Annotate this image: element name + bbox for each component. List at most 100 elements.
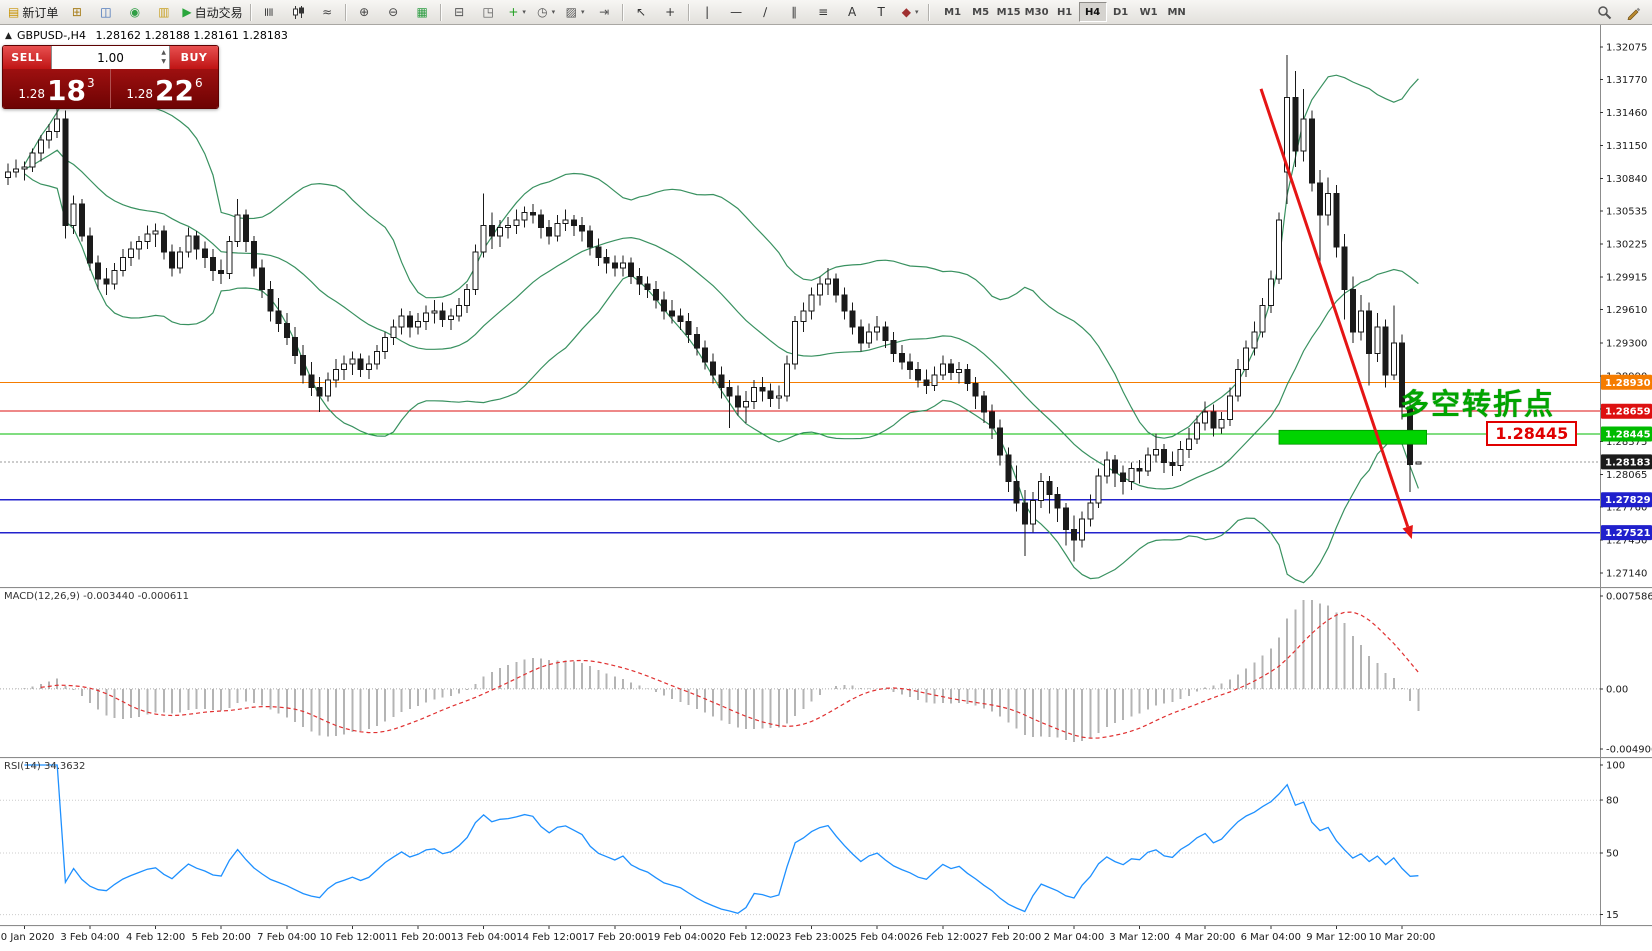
- horizontal-line-icon-glyph: —: [730, 5, 743, 19]
- buy-button[interactable]: BUY: [170, 46, 218, 69]
- auto-trading-button[interactable]: ▶ 自动交易: [178, 1, 246, 23]
- grid-icon[interactable]: ▦: [408, 1, 437, 23]
- price-tick-label: 1.29915: [1606, 273, 1647, 284]
- price-tick-label: 1.29300: [1606, 338, 1647, 349]
- trade-panel-toggle-icon[interactable]: ▲: [5, 31, 12, 41]
- zoom-in-icon[interactable]: ⊕: [350, 1, 379, 23]
- arrows-icon-glyph: ◆: [901, 5, 911, 19]
- chart-window-icon[interactable]: ⊞: [62, 1, 91, 23]
- profile-icon[interactable]: ◫: [91, 1, 120, 23]
- time-tick-label: 23 Feb 23:00: [779, 932, 845, 943]
- price-axis[interactable]: 1.32075 1.31770 1.31460 1.31150 1.30840 1.305…: [1600, 42, 1652, 921]
- macd-indicator-label: MACD(12,26,9) -0.003440 -0.000611: [4, 591, 189, 602]
- crosshair-icon[interactable]: +: [656, 1, 685, 23]
- sell-price-area[interactable]: 1.28 18 3: [3, 69, 111, 108]
- chevron-down-icon: ▾: [914, 8, 919, 16]
- price-tick-label: 1.27450: [1606, 536, 1647, 547]
- cascade-windows-icon[interactable]: ◳: [474, 1, 503, 23]
- bollinger-bands: [23, 74, 1419, 584]
- blue-level-badge-text: 1.27829: [1605, 495, 1651, 506]
- channel-icon[interactable]: ∥: [780, 1, 809, 23]
- time-tick-label: 13 Feb 04:00: [451, 932, 517, 943]
- timeframe-group: M1 M5 M15 M30 H1 H4 D1 W1 MN: [939, 2, 1191, 22]
- rsi-line: [24, 764, 1419, 915]
- current-price-badge-text: 1.28183: [1605, 457, 1651, 468]
- blue-level-badge: [1601, 492, 1652, 508]
- bar-chart-icon[interactable]: ≣: [255, 1, 284, 23]
- symbol-period-label: GBPUSD-,H4: [17, 29, 86, 42]
- templates-icon-glyph: ▨: [565, 5, 578, 19]
- price-tick-label: 1.27140: [1606, 569, 1647, 580]
- volume-input[interactable]: [68, 49, 153, 66]
- timeframe-button-m1[interactable]: M1: [944, 6, 962, 18]
- fibonacci-icon[interactable]: ≡: [809, 1, 838, 23]
- timeframe-button-w1[interactable]: W1: [1139, 6, 1158, 18]
- price-tick-label: 1.30225: [1606, 240, 1647, 251]
- buy-price-area[interactable]: 1.28 22 6: [111, 69, 218, 108]
- search-icon[interactable]: [1590, 1, 1619, 23]
- bid-big-digits: 18: [47, 74, 87, 107]
- candlestick-chart-icon[interactable]: [284, 1, 313, 23]
- price-tick-label: 1.27760: [1606, 503, 1647, 514]
- text-icon[interactable]: A: [838, 1, 867, 23]
- symbol-header: GBPUSD-,H4 1.28162 1.28188 1.28161 1.281…: [17, 29, 288, 42]
- time-tick-label: 4 Mar 20:00: [1175, 932, 1235, 943]
- bid-prefix: 1.28: [18, 87, 46, 101]
- new-chart-icon[interactable]: + ▾: [503, 1, 532, 23]
- channel-icon-glyph: ∥: [791, 5, 798, 19]
- chevron-down-icon: ▾: [551, 8, 556, 16]
- zoom-out-icon[interactable]: ⊖: [379, 1, 408, 23]
- text-label-icon-glyph: T: [877, 5, 885, 19]
- timeframe-button-m15[interactable]: M15: [996, 6, 1021, 18]
- trendline-icon[interactable]: ∕: [751, 1, 780, 23]
- time-tick-label: 19 Feb 04:00: [648, 932, 714, 943]
- tile-windows-icon[interactable]: ⊟: [445, 1, 474, 23]
- new-order-button[interactable]: ▤ 新订单: [4, 1, 62, 23]
- trend-arrow-object[interactable]: [1259, 88, 1413, 540]
- chart-shift-icon[interactable]: ⇥: [590, 1, 619, 23]
- timeframe-button-m5[interactable]: M5: [972, 6, 990, 18]
- toolbar-separator: [344, 3, 347, 21]
- timeframe-button-mn[interactable]: MN: [1167, 6, 1186, 18]
- horizontal-line-icon[interactable]: —: [722, 1, 751, 23]
- time-tick-label: 27 Feb 20:00: [976, 932, 1042, 943]
- text-label-icon[interactable]: T: [867, 1, 896, 23]
- line-chart-icon-glyph: ≈: [322, 5, 333, 19]
- volume-down-icon[interactable]: ▼: [161, 58, 166, 65]
- candlesticks: [5, 54, 1422, 562]
- turning-point-text-object[interactable]: 多空转折点: [1400, 387, 1556, 422]
- toolbar-separator: [687, 3, 690, 21]
- ohlc-values: 1.28162 1.28188 1.28161 1.28183: [95, 29, 288, 42]
- time-axis[interactable]: 30 Jan 2020 3 Feb 04:00 4 Feb 12:00 5 Feb 2…: [0, 926, 1435, 943]
- price-tick-label: 1.31770: [1606, 75, 1647, 86]
- support-zone-rect[interactable]: [1278, 429, 1428, 445]
- periodicity-icon[interactable]: ◷ ▾: [532, 1, 561, 23]
- alerts-icon-glyph: ▥: [158, 5, 170, 19]
- time-tick-label: 2 Mar 04:00: [1044, 932, 1104, 943]
- pane-borders: [0, 25, 1652, 927]
- timeframe-button-h1[interactable]: H1: [1056, 6, 1073, 18]
- macd-signal-line: [40, 611, 1419, 739]
- data-window-icon-glyph: ◉: [129, 5, 141, 19]
- volume-up-icon[interactable]: ▲: [161, 49, 166, 56]
- edit-icon[interactable]: [1619, 1, 1648, 23]
- timeframe-button-d1[interactable]: D1: [1112, 6, 1129, 18]
- time-tick-label: 10 Feb 12:00: [320, 932, 386, 943]
- cursor-icon[interactable]: ↖: [627, 1, 656, 23]
- sell-button[interactable]: SELL: [3, 46, 51, 69]
- rsi-pane: [0, 764, 1600, 916]
- time-tick-label: 30 Jan 2020: [0, 932, 54, 943]
- arrows-icon[interactable]: ◆ ▾: [896, 1, 925, 23]
- line-chart-icon[interactable]: ≈: [313, 1, 342, 23]
- time-tick-label: 17 Feb 20:00: [582, 932, 648, 943]
- timeframe-button-h4[interactable]: H4: [1078, 2, 1107, 22]
- templates-icon[interactable]: ▨ ▾: [561, 1, 590, 23]
- data-window-icon[interactable]: ◉: [120, 1, 149, 23]
- vertical-line-icon[interactable]: |: [693, 1, 722, 23]
- support-price-label-object[interactable]: 1.28445: [1486, 421, 1578, 446]
- price-tick-label: 1.31150: [1606, 141, 1647, 152]
- timeframe-button-m30[interactable]: M30: [1024, 6, 1049, 18]
- alerts-icon[interactable]: ▥: [149, 1, 178, 23]
